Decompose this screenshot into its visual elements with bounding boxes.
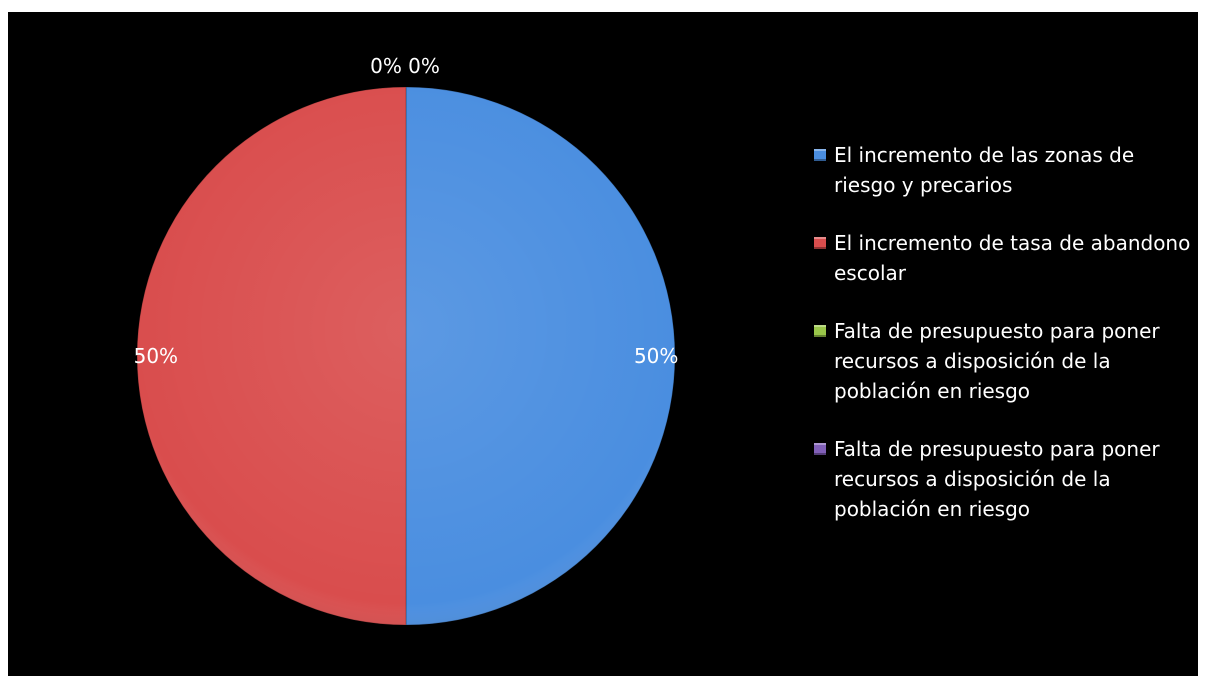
legend-swatch [814, 443, 826, 455]
legend-label: El incremento de tasa de abandono escola… [834, 231, 1191, 285]
chart-area: 50%50%0%0% El incremento de las zonas de… [8, 12, 1198, 676]
legend-item: Falta de presupuesto para poner recursos… [814, 434, 1198, 524]
data-label: 0% [370, 54, 402, 78]
legend-item: El incremento de las zonas de riesgo y p… [814, 140, 1198, 200]
legend-item: Falta de presupuesto para poner recursos… [814, 316, 1198, 406]
pie-shading [137, 87, 675, 625]
legend-swatch [814, 325, 826, 337]
legend-label: El incremento de las zonas de riesgo y p… [834, 143, 1135, 197]
legend-label: Falta de presupuesto para poner recursos… [834, 319, 1160, 403]
data-label: 0% [408, 54, 440, 78]
pie-chart: 50%50%0%0% [134, 54, 678, 626]
legend: El incremento de las zonas de riesgo y p… [814, 140, 1198, 552]
legend-item: El incremento de tasa de abandono escola… [814, 228, 1198, 288]
legend-label: Falta de presupuesto para poner recursos… [834, 437, 1160, 521]
legend-swatch [814, 237, 826, 249]
legend-swatch [814, 149, 826, 161]
